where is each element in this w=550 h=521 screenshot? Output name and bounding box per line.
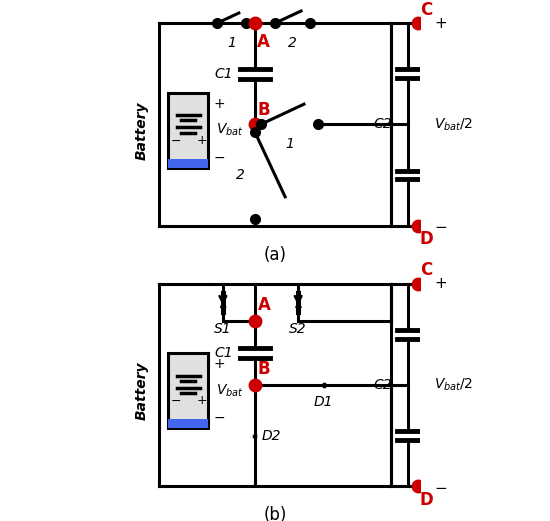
Text: $+$: $+$ (434, 276, 447, 291)
Text: $-$: $-$ (169, 133, 181, 146)
Text: $+$: $+$ (195, 133, 207, 146)
Bar (168, 159, 208, 168)
Text: C: C (420, 262, 432, 279)
Text: $V_{bat}/2$: $V_{bat}/2$ (434, 116, 474, 133)
Text: C: C (420, 1, 432, 19)
Text: 2: 2 (236, 168, 245, 182)
Text: $-$: $-$ (213, 150, 225, 164)
Text: $+$: $+$ (434, 16, 447, 31)
Text: D1: D1 (314, 395, 334, 409)
Text: $+$: $+$ (195, 394, 207, 407)
Bar (168, 93, 208, 168)
Polygon shape (323, 384, 324, 386)
Text: 1: 1 (227, 36, 236, 50)
Text: 2: 2 (288, 36, 297, 50)
Text: C2: C2 (373, 117, 392, 131)
Text: D: D (420, 491, 433, 508)
Text: A: A (257, 296, 271, 314)
Text: S1: S1 (214, 322, 232, 336)
Text: A: A (257, 33, 270, 51)
Text: $-$: $-$ (169, 394, 181, 407)
Text: $+$: $+$ (213, 357, 225, 371)
Text: C1: C1 (214, 67, 233, 81)
Polygon shape (254, 435, 255, 437)
Bar (168, 353, 208, 428)
Text: $V_{bat}$: $V_{bat}$ (216, 122, 244, 139)
Text: $-$: $-$ (434, 479, 447, 494)
Text: $-$: $-$ (213, 410, 225, 424)
Text: B: B (257, 359, 270, 378)
Bar (222, 292, 224, 313)
Text: D: D (420, 230, 433, 248)
Text: Battery: Battery (135, 362, 149, 420)
Text: 1: 1 (285, 138, 294, 152)
Text: $V_{bat}/2$: $V_{bat}/2$ (434, 377, 474, 393)
Text: C1: C1 (214, 346, 233, 360)
Text: C2: C2 (373, 378, 392, 392)
Bar (168, 419, 208, 428)
Text: D2: D2 (262, 429, 282, 443)
Text: $+$: $+$ (213, 97, 225, 111)
Text: $-$: $-$ (434, 218, 447, 233)
Bar (298, 292, 299, 313)
Text: B: B (257, 101, 270, 119)
Text: S2: S2 (289, 322, 307, 336)
Text: $V_{bat}$: $V_{bat}$ (216, 382, 244, 399)
Text: (a): (a) (263, 246, 287, 264)
Text: (b): (b) (263, 506, 287, 521)
Text: Battery: Battery (135, 101, 149, 159)
